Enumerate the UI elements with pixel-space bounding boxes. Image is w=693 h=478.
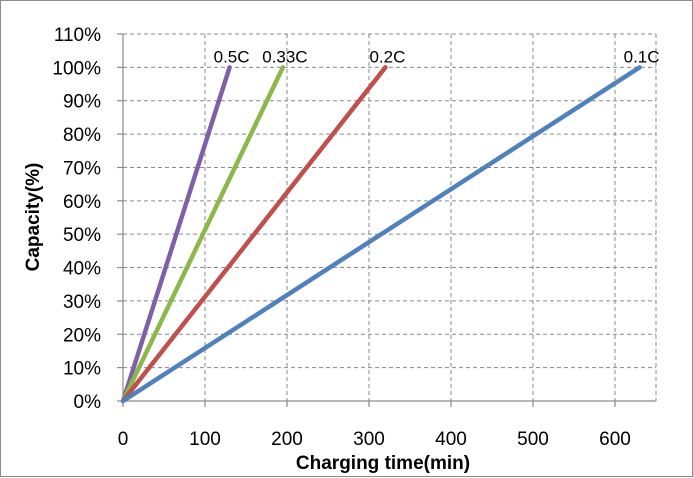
series-line-0_5C (120, 65, 232, 404)
y-tick-label: 110% (54, 25, 101, 46)
y-axis-title: Capacity(%) (23, 163, 44, 272)
y-tick-label: 40% (63, 259, 101, 280)
y-tick-label: 10% (63, 359, 101, 380)
y-tick-label: 20% (63, 325, 101, 346)
y-tick-label: 100% (52, 58, 101, 79)
x-axis-title: Charging time(min) (296, 453, 470, 474)
y-tick-label: 90% (63, 92, 101, 113)
series-line-0_33C (120, 65, 286, 404)
x-tick-label: 0 (118, 429, 129, 450)
tick-labels: 0% 10% 20% 30% 40% 50% 60% 70% 80% 90% 100% 110% 0 10… (52, 25, 630, 450)
x-tick-label: 600 (599, 429, 631, 450)
y-tick-label: 70% (63, 158, 101, 179)
series-label-0_2C: 0.2C (369, 47, 405, 66)
axes (117, 33, 657, 407)
y-tick-label: 30% (63, 292, 101, 313)
series-line-0_1C (120, 65, 642, 404)
grid-lines (123, 33, 656, 401)
series-lines (120, 65, 642, 404)
series-label-0_33C: 0.33C (262, 47, 307, 66)
y-tick-label: 50% (63, 225, 101, 246)
series-label-0_1C: 0.1C (624, 47, 660, 66)
x-tick-label: 300 (353, 429, 385, 450)
y-tick-label: 60% (63, 192, 101, 213)
y-tick-label: 0% (74, 392, 102, 413)
series-line-0_2C (120, 65, 388, 404)
y-tick-label: 80% (63, 125, 101, 146)
series-labels: 0.5C 0.33C 0.2C 0.1C (214, 47, 660, 66)
x-tick-label: 200 (271, 429, 303, 450)
x-tick-label: 100 (189, 429, 221, 450)
series-label-0_5C: 0.5C (214, 47, 250, 66)
x-tick-label: 500 (517, 429, 549, 450)
x-tick-label: 400 (435, 429, 467, 450)
